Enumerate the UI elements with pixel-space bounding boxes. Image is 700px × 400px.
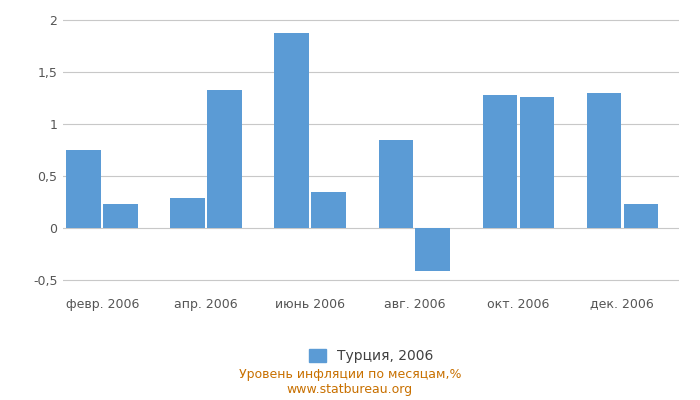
Text: www.statbureau.org: www.statbureau.org xyxy=(287,383,413,396)
Bar xyxy=(379,140,413,228)
Bar xyxy=(587,93,621,228)
Bar xyxy=(104,204,138,228)
Bar xyxy=(416,228,450,271)
Bar xyxy=(624,204,658,228)
Bar xyxy=(274,33,309,228)
Bar xyxy=(312,192,346,228)
Bar xyxy=(66,150,101,228)
Legend: Турция, 2006: Турция, 2006 xyxy=(303,344,439,369)
Bar xyxy=(519,97,554,228)
Bar xyxy=(207,90,242,228)
Text: Уровень инфляции по месяцам,%: Уровень инфляции по месяцам,% xyxy=(239,368,461,381)
Bar xyxy=(171,198,205,228)
Bar xyxy=(482,95,517,228)
